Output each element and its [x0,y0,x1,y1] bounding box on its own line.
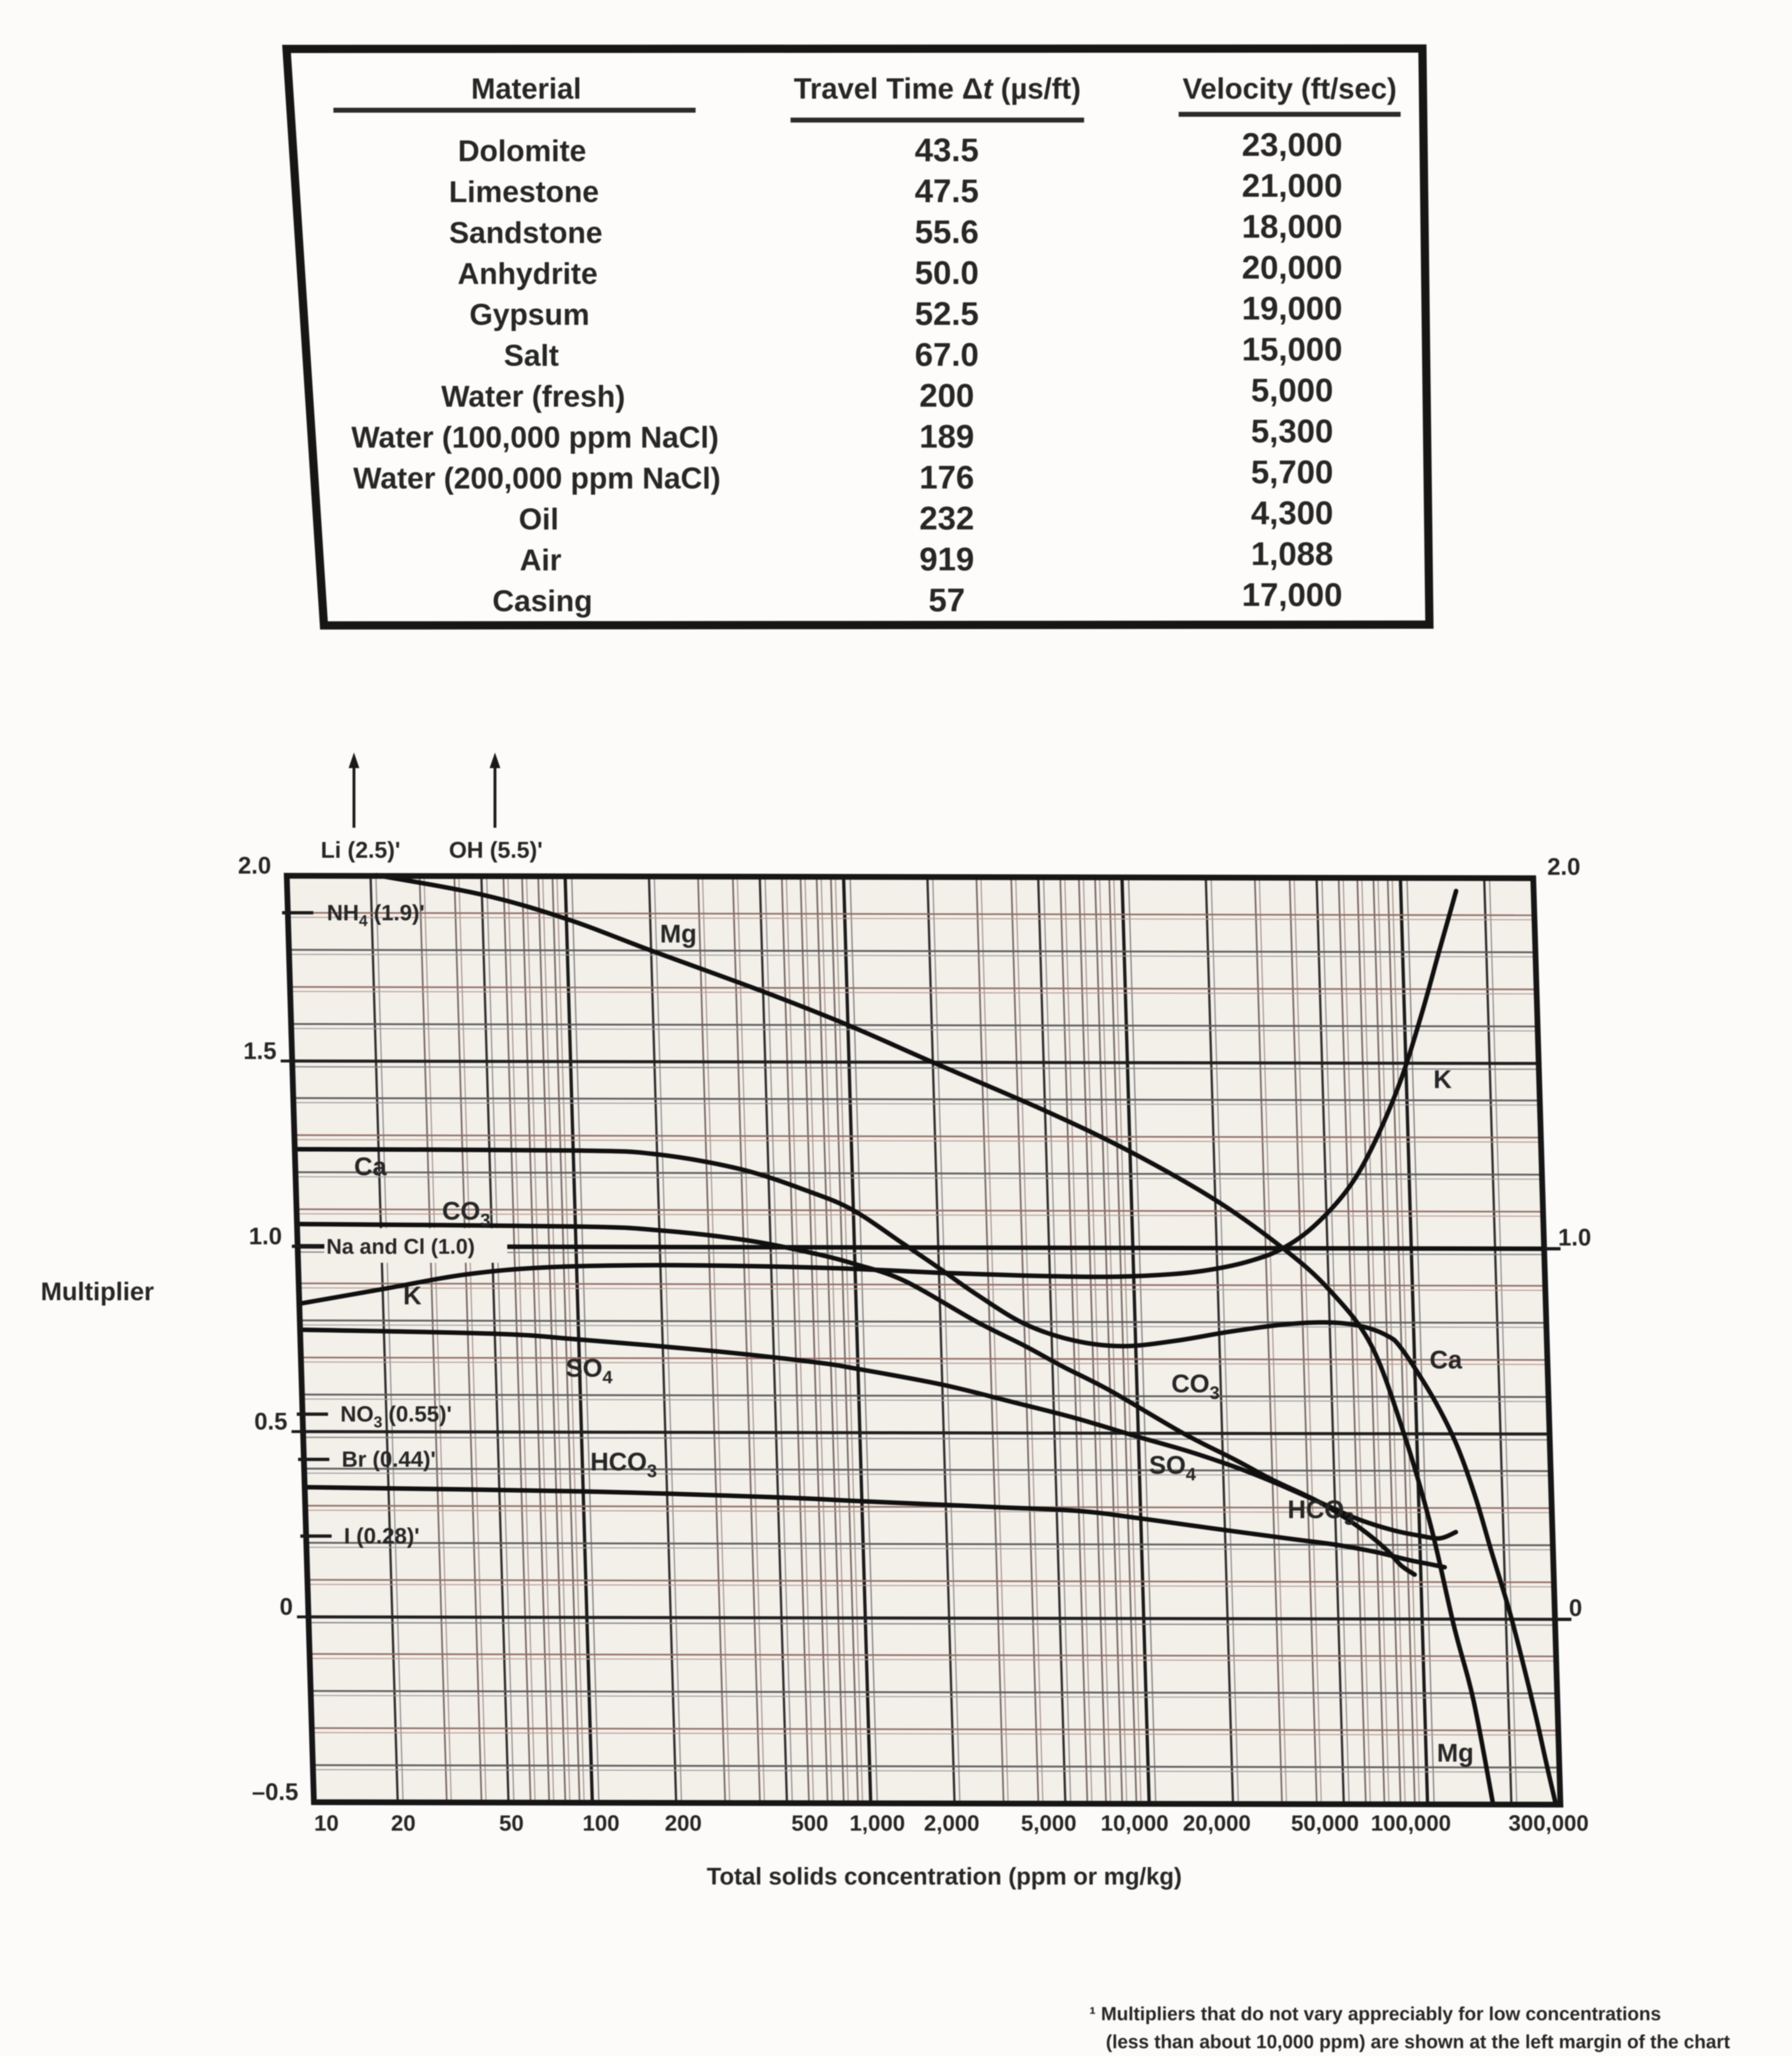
svg-text:21,000: 21,000 [1242,167,1343,204]
svg-text:176: 176 [919,459,974,495]
svg-text:HCO3: HCO3 [1288,1496,1354,1529]
svg-text:Dolomite: Dolomite [458,134,586,168]
svg-text:4,300: 4,300 [1251,495,1333,531]
svg-text:1,000: 1,000 [849,1811,905,1836]
svg-text:232: 232 [919,500,974,537]
svg-text:20,000: 20,000 [1183,1811,1251,1836]
svg-text:Mg: Mg [660,920,697,948]
svg-text:2.0: 2.0 [238,852,271,879]
svg-text:Ca: Ca [354,1153,387,1181]
svg-text:(less than about 10,000 ppm) a: (less than about 10,000 ppm) are shown a… [1106,2031,1730,2052]
svg-text:Velocity (ft/sec): Velocity (ft/sec) [1183,73,1397,105]
svg-text:5,000: 5,000 [1251,372,1333,408]
svg-text:23,000: 23,000 [1242,126,1343,163]
svg-text:1.5: 1.5 [243,1037,277,1064]
svg-text:1,088: 1,088 [1251,535,1333,572]
svg-text:67.0: 67.0 [915,336,979,373]
svg-text:200: 200 [919,377,974,414]
svg-text:100,000: 100,000 [1371,1811,1451,1836]
svg-text:300,000: 300,000 [1508,1811,1589,1836]
svg-text:Li (2.5)ʹ: Li (2.5)ʹ [321,837,400,863]
svg-text:2,000: 2,000 [924,1811,979,1836]
svg-text:Travel Time Δt (µs/ft): Travel Time Δt (µs/ft) [794,73,1081,105]
svg-text:5,700: 5,700 [1251,454,1333,490]
svg-text:17,000: 17,000 [1242,577,1343,613]
svg-text:50,000: 50,000 [1291,1811,1359,1836]
svg-text:5,000: 5,000 [1021,1811,1076,1836]
svg-text:Material: Material [471,73,581,105]
svg-text:15,000: 15,000 [1242,331,1343,368]
svg-text:CO3: CO3 [1171,1370,1219,1403]
svg-text:Water (100,000 ppm NaCl): Water (100,000 ppm NaCl) [351,421,719,454]
svg-text:OH (5.5)ʹ: OH (5.5)ʹ [449,837,543,863]
svg-text:20: 20 [391,1811,416,1836]
svg-text:0: 0 [280,1593,293,1620]
svg-text:Casing: Casing [493,585,592,618]
svg-text:1.0: 1.0 [249,1223,282,1250]
svg-text:Water (fresh): Water (fresh) [441,380,625,413]
svg-text:Sandstone: Sandstone [449,216,602,250]
svg-text:Ca: Ca [1429,1346,1462,1374]
svg-text:¹ Multipliers that do not vary: ¹ Multipliers that do not vary appreciab… [1089,2003,1661,2024]
svg-text:5,300: 5,300 [1251,413,1333,449]
svg-text:HCO3: HCO3 [590,1448,657,1481]
svg-text:20,000: 20,000 [1242,249,1343,286]
svg-text:NH4 (1.9)ʹ: NH4 (1.9)ʹ [327,901,425,930]
svg-text:Anhydrite: Anhydrite [458,257,598,291]
svg-text:1.0: 1.0 [1558,1224,1591,1251]
svg-text:–0.5: –0.5 [252,1779,298,1806]
svg-text:Mg: Mg [1437,1739,1474,1767]
svg-text:I (0.28)ʹ: I (0.28)ʹ [344,1524,420,1549]
svg-text:57: 57 [929,582,965,618]
svg-text:Oil: Oil [519,503,559,536]
svg-text:Limestone: Limestone [449,176,599,209]
svg-text:Salt: Salt [504,339,559,373]
svg-text:Total solids concentration (pp: Total solids concentration (ppm or mg/kg… [707,1863,1182,1890]
svg-text:Water (200,000 ppm NaCl): Water (200,000 ppm NaCl) [353,462,721,495]
svg-text:52.5: 52.5 [915,295,979,332]
svg-text:500: 500 [791,1811,828,1836]
svg-text:10: 10 [314,1811,339,1836]
svg-text:NO3 (0.55)ʹ: NO3 (0.55)ʹ [340,1402,452,1431]
svg-text:43.5: 43.5 [915,132,979,168]
svg-text:18,000: 18,000 [1242,208,1343,245]
svg-text:919: 919 [919,541,974,577]
svg-text:100: 100 [583,1811,620,1836]
svg-text:2.0: 2.0 [1547,854,1581,880]
svg-text:Multiplier: Multiplier [41,1278,154,1306]
svg-text:K: K [403,1282,422,1310]
svg-text:10,000: 10,000 [1101,1811,1168,1836]
svg-text:200: 200 [665,1811,702,1836]
svg-text:Br (0.44)ʹ: Br (0.44)ʹ [342,1447,436,1472]
svg-text:47.5: 47.5 [915,173,979,209]
svg-text:189: 189 [919,418,974,455]
svg-text:K: K [1434,1065,1452,1094]
svg-text:SO4: SO4 [1149,1451,1196,1484]
svg-text:0.5: 0.5 [254,1408,287,1435]
svg-text:Gypsum: Gypsum [469,298,590,331]
svg-text:55.6: 55.6 [915,213,979,250]
svg-text:50: 50 [499,1811,524,1836]
svg-text:50.0: 50.0 [915,255,979,291]
svg-text:Air: Air [520,544,561,577]
svg-text:Na and Cl (1.0): Na and Cl (1.0) [326,1235,475,1259]
svg-text:0: 0 [1569,1595,1582,1621]
svg-text:19,000: 19,000 [1242,290,1343,326]
